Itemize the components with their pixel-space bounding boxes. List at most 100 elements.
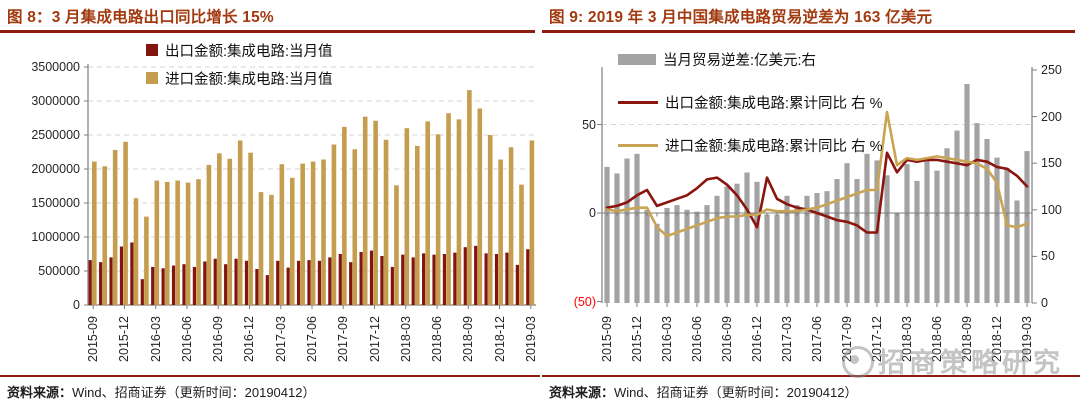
- deficit-bar: [714, 195, 720, 303]
- export-bar: [411, 257, 415, 305]
- deficit-bar: [614, 173, 620, 303]
- deficit-bar: [914, 180, 920, 303]
- import-bar: [206, 164, 212, 305]
- export-bar: [151, 266, 155, 305]
- export-bar: [234, 258, 238, 305]
- y-axis-label: 3000000: [31, 94, 80, 108]
- legend-label: 出口金额:集成电路:当月值: [165, 43, 333, 60]
- import-bar: [123, 141, 128, 305]
- right-axis-label: 250: [1041, 63, 1062, 77]
- deficit-bar: [924, 158, 930, 303]
- deficit-bar: [654, 223, 660, 303]
- source-label: 资料来源：: [7, 385, 73, 400]
- deficit-bar: [1024, 151, 1030, 303]
- export-bar: [453, 252, 457, 305]
- deficit-bar: [814, 193, 820, 303]
- import-bar: [404, 128, 410, 305]
- deficit-bar: [984, 138, 990, 303]
- figure-8-title-rule: [0, 30, 535, 33]
- legend-swatch-bar: [618, 54, 656, 65]
- deficit-bar: [664, 207, 670, 303]
- figure-8-source: 资料来源：Wind、招商证券（更新时间：20190412）: [0, 375, 540, 401]
- export-bar: [317, 260, 322, 305]
- import-bar: [154, 180, 160, 305]
- y-axis-label: 1000000: [31, 230, 80, 244]
- deficit-bar: [764, 214, 770, 303]
- watermark-logo-icon: [842, 346, 874, 378]
- export-bar: [296, 260, 301, 305]
- deficit-bar: [784, 195, 790, 303]
- import-bar: [248, 152, 253, 305]
- legend-swatch-line: [618, 100, 658, 105]
- export-bar: [255, 268, 259, 305]
- y-axis-label: 1500000: [31, 196, 80, 210]
- deficit-bar: [864, 153, 870, 303]
- import-bar: [300, 163, 305, 305]
- left-axis-label: 0: [589, 206, 596, 220]
- legend-swatch-line: [618, 143, 658, 148]
- import-bar: [269, 194, 274, 305]
- import-bar: [92, 161, 97, 305]
- x-axis-label: 2015-12: [117, 316, 132, 362]
- import-bar: [456, 119, 462, 305]
- figure-8-panel: 图 8：3 月集成电路出口同比增长 15% 出口金额:集成电路:当月值 进口金额:…: [0, 9, 540, 401]
- import-bar: [467, 90, 472, 306]
- y-axis-label: 2000000: [31, 162, 80, 176]
- deficit-bar: [724, 186, 730, 303]
- y-axis-label: 3500000: [31, 60, 80, 74]
- import-bar: [112, 149, 118, 305]
- x-axis-label: 2017-12: [367, 316, 382, 362]
- export-bar: [224, 264, 228, 305]
- import-bar: [185, 182, 191, 305]
- deficit-bar: [974, 123, 980, 304]
- import-bar: [508, 147, 514, 305]
- export-bar: [515, 264, 519, 305]
- deficit-bar: [894, 213, 900, 303]
- export-bar: [140, 279, 144, 305]
- export-bar: [203, 261, 207, 305]
- export-bar: [432, 254, 436, 305]
- deficit-bar: [944, 148, 950, 303]
- x-axis-label: 2016-12: [750, 316, 764, 362]
- x-axis-label: 2015-09: [600, 316, 614, 362]
- deficit-bar: [994, 157, 1000, 303]
- right-axis-label: 200: [1041, 109, 1062, 124]
- export-bar: [119, 246, 124, 305]
- import-bar: [217, 153, 222, 305]
- source-text: Wind、招商证券（更新时间：20190412）: [72, 385, 316, 400]
- export-bar: [401, 254, 405, 305]
- x-axis-label: 2016-03: [660, 316, 674, 362]
- export-bar: [526, 249, 530, 305]
- deficit-bar: [884, 175, 890, 303]
- import-bar: [133, 198, 139, 305]
- import-bar: [373, 120, 378, 305]
- figure-9-source: 资料来源：Wind、招商证券（更新时间：20190412）: [542, 375, 1080, 401]
- right-axis-label: 0: [1041, 296, 1048, 310]
- deficit-bar: [674, 205, 680, 303]
- source-label: 资料来源：: [549, 385, 615, 400]
- deficit-bar: [954, 130, 960, 303]
- import-bar: [425, 121, 431, 306]
- right-axis-label: 50: [1041, 249, 1055, 264]
- import-bar: [487, 135, 493, 305]
- import-bar: [258, 192, 264, 305]
- export-bar: [307, 260, 311, 305]
- legend-entry: 进口金额:集成电路:当月值: [146, 64, 333, 92]
- y-axis-label: 0: [73, 298, 80, 312]
- deficit-bar: [754, 181, 760, 303]
- export-bar: [109, 257, 113, 305]
- import-bar: [164, 181, 170, 305]
- right-axis-label: 150: [1041, 156, 1062, 171]
- import-bar: [289, 177, 295, 305]
- deficit-bar: [834, 179, 840, 303]
- export-bar: [161, 268, 165, 305]
- export-bar: [213, 258, 217, 305]
- deficit-bar: [744, 172, 750, 303]
- source-text: Wind、招商证券（更新时间：20190412）: [614, 385, 858, 400]
- import-bar: [519, 184, 524, 305]
- figure-9-title-rule: [542, 30, 1075, 33]
- import-bar: [383, 139, 389, 305]
- export-bar: [494, 254, 499, 305]
- export-bar: [192, 266, 196, 305]
- export-bar: [244, 260, 249, 305]
